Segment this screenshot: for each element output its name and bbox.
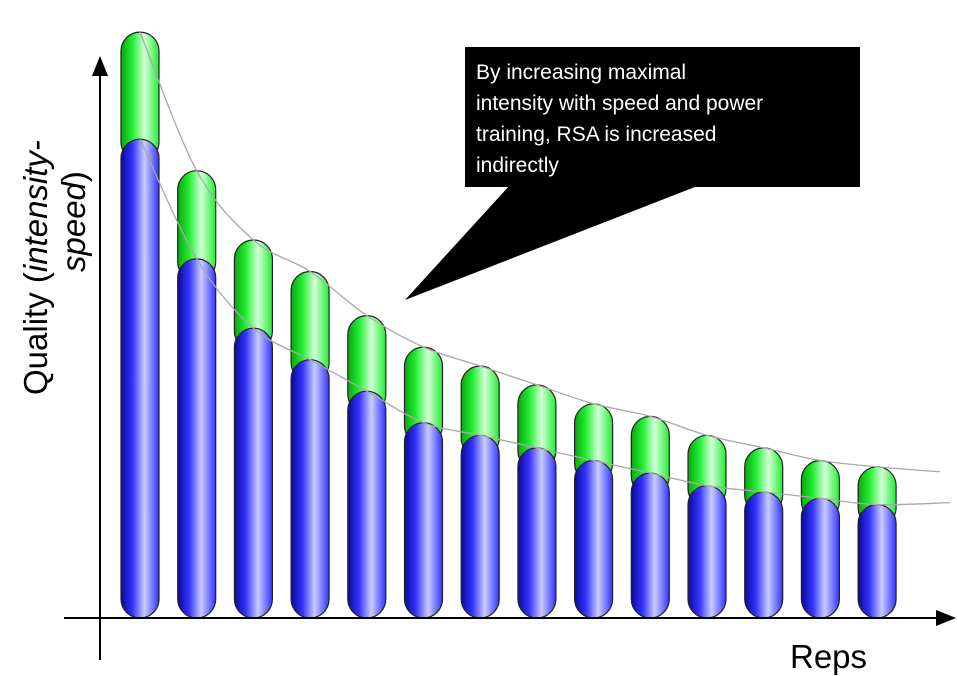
base-bar (857, 504, 897, 619)
base-bar (460, 434, 500, 619)
y-axis-label: Quality (intensity- speed) (17, 140, 92, 395)
base-bar (517, 447, 557, 619)
base-bar (800, 497, 841, 619)
bars-group (120, 31, 897, 619)
curves-group (139, 31, 951, 506)
base-bar (120, 138, 160, 619)
base-bar (744, 491, 784, 619)
y-axis-label-line2: speed) (55, 171, 92, 272)
upper-curve (139, 31, 941, 473)
x-axis-label: Reps (790, 638, 867, 675)
base-bar (687, 485, 727, 619)
base-bar (290, 359, 330, 619)
y-axis-label-line2-plain: ) (55, 171, 92, 182)
annotation-line-4: indirectly (476, 154, 559, 177)
y-axis-label-line1-italic: intensity- (17, 140, 54, 272)
annotation-callout: By increasing maximal intensity with spe… (405, 47, 860, 300)
annotation-line-1: By increasing maximal (476, 61, 686, 84)
y-axis-label-line2-italic: speed (55, 180, 92, 272)
y-axis-label-line1: Quality (intensity- (17, 140, 54, 395)
annotation-text: By increasing maximal intensity with spe… (476, 61, 769, 177)
base-bar (347, 390, 387, 619)
base-bar (177, 258, 217, 619)
annotation-line-3: training, RSA is increased (476, 123, 716, 146)
lower-curve (139, 138, 951, 506)
annotation-pointer (405, 185, 700, 300)
annotation-line-2: intensity with speed and power (476, 92, 763, 115)
base-bar (403, 422, 444, 619)
base-bar (573, 459, 614, 619)
base-bar (630, 472, 670, 619)
y-axis-label-line1-plain: Quality ( (17, 272, 54, 395)
annotation-box (465, 47, 860, 187)
base-bar (233, 327, 273, 619)
